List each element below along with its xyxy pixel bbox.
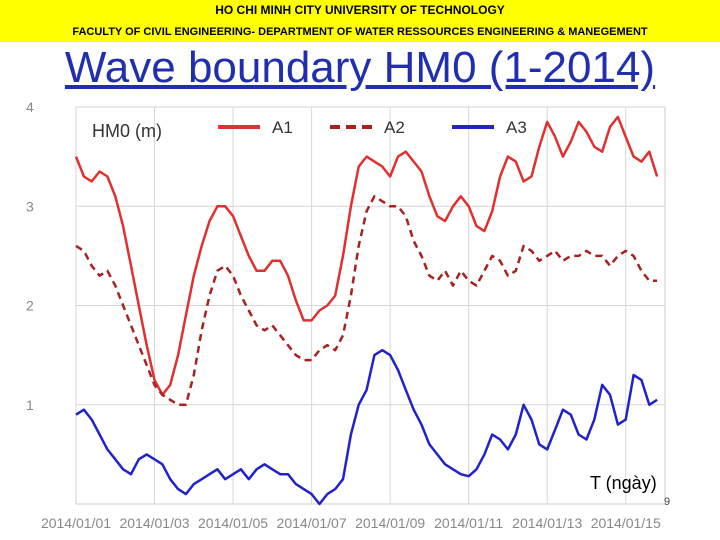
y-tick-label: 1 <box>26 397 34 413</box>
x-tick-label: 2014/01/07 <box>277 515 347 531</box>
x-tick-labels: 2014/01/01 2014/01/03 2014/01/05 2014/01/07… <box>41 515 661 531</box>
university-name: HO CHI MINH CITY UNIVERSITY OF TECHNOLOG… <box>215 3 505 17</box>
x-tick-label: 2014/01/15 <box>591 515 661 531</box>
chart-grid <box>75 106 666 505</box>
x-tick-label: 2014/01/03 <box>119 515 189 531</box>
legend-label-a2: A2 <box>384 118 405 137</box>
series-lines <box>74 115 659 506</box>
y-tick-label: 4 <box>26 99 34 115</box>
page-number: 9 <box>664 496 671 508</box>
y-tick-labels: 1 2 3 4 <box>26 99 34 413</box>
x-tick-label: 2014/01/11 <box>434 515 503 531</box>
chart-title: HM0 (m) <box>92 121 162 141</box>
faculty-name: FACULTY OF CIVIL ENGINEERING- DEPARTMENT… <box>72 26 648 38</box>
legend-label-a1: A1 <box>272 118 293 137</box>
series-line-a2 <box>75 195 658 407</box>
y-tick-label: 2 <box>26 298 34 314</box>
series-line-a1 <box>74 115 659 397</box>
x-axis-label: T (ngày) <box>590 473 657 493</box>
header-banner: HO CHI MINH CITY UNIVERSITY OF TECHNOLOG… <box>0 0 720 42</box>
x-tick-label: 2014/01/05 <box>198 515 268 531</box>
y-tick-label: 3 <box>26 198 34 214</box>
x-tick-label: 2014/01/01 <box>41 515 111 531</box>
chart-legend: A1 A2 A3 <box>218 118 527 137</box>
legend-label-a3: A3 <box>506 118 527 137</box>
series-line-a3 <box>75 348 658 506</box>
slide-title: Wave boundary HM0 (1-2014) <box>64 43 656 92</box>
x-tick-label: 2014/01/09 <box>355 515 425 531</box>
x-tick-label: 2014/01/13 <box>512 515 582 531</box>
